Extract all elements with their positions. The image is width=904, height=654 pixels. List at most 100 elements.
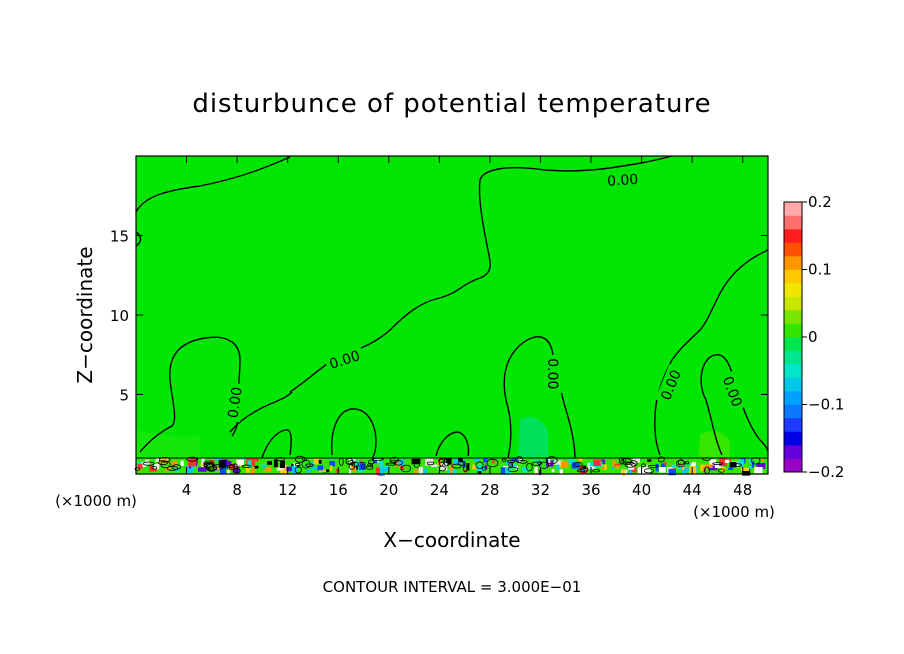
surface-contour <box>360 463 366 469</box>
colorbar-tick-labels: 0.2 0.1 0 −0.1 −0.2 <box>802 193 844 481</box>
surface-blob <box>466 463 470 471</box>
colorbar-cells <box>784 202 802 473</box>
contour-label: 0.00 <box>603 169 643 190</box>
surface-blob <box>329 460 336 467</box>
contour-label-layer: 0.000.000.000.00 0.00 0.00 <box>223 169 748 423</box>
surface-contour <box>233 463 238 470</box>
surface-blob <box>761 458 764 462</box>
surface-contour <box>158 460 169 466</box>
surface-blob <box>453 458 462 465</box>
surface-blob <box>682 467 687 475</box>
contour-lines <box>135 155 769 459</box>
surface-blob <box>291 465 296 474</box>
x-tick-label: 36 <box>581 481 600 499</box>
surface-blob <box>232 466 240 473</box>
surface-contour <box>226 464 235 468</box>
surface-blob <box>668 468 676 476</box>
colorbar-cell <box>784 215 802 230</box>
colorbar-cell <box>784 283 802 297</box>
contour-main-lower <box>229 391 293 433</box>
surface-contour <box>507 459 516 463</box>
surface-blob <box>664 461 667 466</box>
contour-bump-18 <box>331 408 377 459</box>
surface-blob <box>484 464 488 470</box>
surface-blob <box>149 464 157 472</box>
surface-contour <box>158 456 171 463</box>
surface-blob <box>725 459 730 463</box>
surface-blob <box>622 469 625 476</box>
surface-blob <box>511 463 517 469</box>
surface-blob <box>323 469 330 473</box>
surface-blob <box>611 465 615 470</box>
surface-blob <box>280 460 285 468</box>
contour-label-bg <box>718 370 748 412</box>
contour-left-edge <box>135 231 142 247</box>
surface-blob <box>247 460 252 468</box>
surface-blob <box>578 458 583 461</box>
x-tick-label: 40 <box>632 481 651 499</box>
x-tick-label: 16 <box>329 481 348 499</box>
colorbar-cell <box>784 458 802 473</box>
colorbar-cell <box>784 256 802 270</box>
surface-contour <box>348 462 356 470</box>
surface-blob <box>306 469 312 473</box>
surface-blob <box>700 464 706 472</box>
surface-blob <box>431 464 438 467</box>
surface-contour <box>142 461 155 466</box>
contour-label: 0.00 <box>544 354 563 393</box>
surface-blob <box>462 460 466 468</box>
colorbar-cell <box>784 350 802 365</box>
surface-contour <box>515 456 523 464</box>
surface-blob <box>400 465 405 471</box>
surface-contour <box>624 462 636 468</box>
surface-blob <box>642 466 651 475</box>
contour-label: 0.00 <box>223 382 246 423</box>
colorbar-cell <box>784 431 802 446</box>
surface-blob <box>245 466 250 473</box>
colorbar-cell <box>784 296 802 311</box>
surface-blob <box>291 463 294 467</box>
surface-blob <box>742 469 751 476</box>
surface-blob <box>317 465 324 471</box>
surface-blob <box>568 459 576 465</box>
colorbar-cell <box>784 391 802 405</box>
plot-ticks <box>136 156 768 474</box>
surface-blob <box>214 467 223 472</box>
surface-blob <box>754 467 763 474</box>
surface-blob <box>273 459 278 468</box>
surface-contour <box>647 464 659 468</box>
surface-contour <box>546 456 558 465</box>
surface-contour <box>275 456 285 462</box>
surface-blob <box>376 467 380 475</box>
surface-blob <box>492 460 495 464</box>
contour-main <box>289 155 673 393</box>
surface-contour <box>134 467 140 471</box>
surface-blob <box>548 458 551 465</box>
contour-bump-11 <box>261 429 292 459</box>
x-tick-label: 4 <box>182 481 192 499</box>
surface-blob <box>458 458 463 462</box>
surface-blob <box>708 464 718 471</box>
x-tick-labels: 4 8 12 16 20 24 28 32 36 40 44 48 <box>182 481 752 499</box>
contour-loop-32 <box>503 336 576 459</box>
surface-blob <box>188 458 197 467</box>
surface-blob <box>477 468 482 474</box>
surface-contour <box>212 464 224 471</box>
surface-blob <box>463 469 468 473</box>
surface-blob <box>398 459 405 466</box>
surface-contour <box>677 459 685 466</box>
surface-contour <box>426 461 435 466</box>
x-unit-right: (×1000 m) <box>693 503 775 521</box>
surface-contour <box>629 460 638 467</box>
surface-blob <box>310 462 315 469</box>
surface-blob <box>349 466 352 474</box>
x-tick-label: 24 <box>430 481 449 499</box>
surface-blob <box>593 459 601 466</box>
surface-blob <box>377 468 385 477</box>
contour-label-bg <box>603 169 643 190</box>
surface-blob <box>318 469 327 472</box>
surface-contour <box>294 455 306 463</box>
surface-contour <box>413 462 420 468</box>
surface-contour <box>203 463 216 469</box>
colorbar-tick-label: 0.2 <box>808 193 832 211</box>
